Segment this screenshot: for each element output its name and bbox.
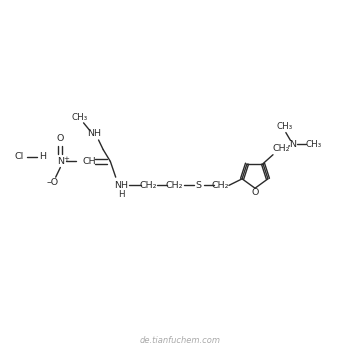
Text: Cl: Cl — [15, 152, 24, 161]
Text: CH₂: CH₂ — [139, 181, 157, 190]
Text: N: N — [57, 157, 64, 166]
Text: NH: NH — [87, 129, 101, 138]
Text: O: O — [57, 134, 64, 143]
Text: N: N — [289, 140, 296, 149]
Text: CH₂: CH₂ — [273, 144, 290, 153]
Text: NH: NH — [114, 181, 128, 190]
Text: CH₃: CH₃ — [276, 122, 293, 131]
Text: CH₃: CH₃ — [72, 113, 88, 122]
Text: O: O — [251, 188, 259, 197]
Text: de.tianfuchem.com: de.tianfuchem.com — [140, 336, 220, 345]
Text: –O: –O — [46, 178, 58, 187]
Text: S: S — [195, 181, 202, 190]
Text: CH₂: CH₂ — [211, 181, 229, 190]
Text: CH₃: CH₃ — [306, 140, 322, 149]
Text: H: H — [39, 152, 46, 161]
Text: CH₂: CH₂ — [166, 181, 183, 190]
Text: H: H — [118, 190, 124, 199]
Text: CH: CH — [83, 157, 96, 166]
Text: +: + — [63, 156, 69, 162]
